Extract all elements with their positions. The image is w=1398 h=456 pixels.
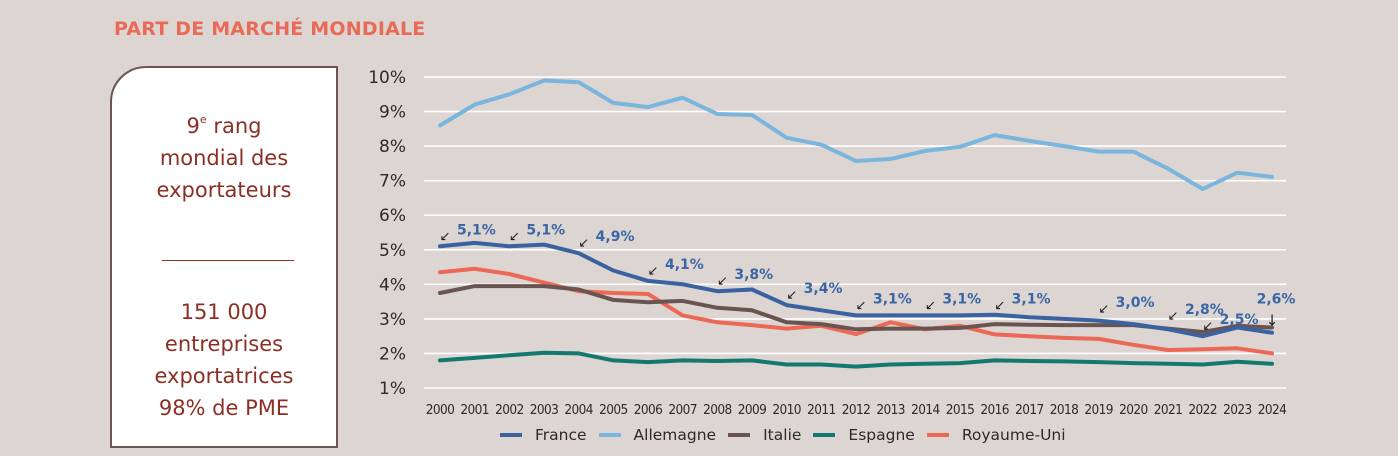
annotation-arrow: ↙ xyxy=(578,236,589,251)
series-line-allemagne xyxy=(438,78,1274,191)
annotation-arrow: ↙ xyxy=(1098,302,1109,317)
annotation-label: 4,9% xyxy=(596,229,635,245)
annotation-arrow: ↙ xyxy=(925,298,936,313)
rank-block: 9e rang mondial des exportateurs xyxy=(112,104,336,206)
annotation-label: 3,8% xyxy=(734,267,773,283)
x-tick-label: 2020 xyxy=(1119,402,1148,418)
annotation-arrow: ↙ xyxy=(786,288,797,303)
annotation-arrow: ↙ xyxy=(1202,319,1213,334)
annotation-label: 3,0% xyxy=(1116,295,1155,311)
legend-swatch xyxy=(728,433,751,437)
legend-label: Italie xyxy=(763,426,802,444)
y-tick-label: 3% xyxy=(379,310,406,330)
annotation-arrow: ↙ xyxy=(1168,309,1179,324)
series-lines xyxy=(438,78,1274,369)
legend-item-espagne: Espagne xyxy=(813,426,915,444)
legend-swatch xyxy=(598,433,621,437)
annotation-arrow: ↙ xyxy=(440,229,451,244)
rank-word: rang xyxy=(206,114,262,138)
legend-swatch xyxy=(500,433,522,437)
y-tick-label: 4% xyxy=(379,275,406,295)
y-tick-label: 7% xyxy=(379,172,406,192)
x-tick-label: 2023 xyxy=(1223,402,1252,418)
annotation-arrow: ↙ xyxy=(717,274,728,289)
y-tick-label: 8% xyxy=(379,137,406,157)
y-tick-label: 9% xyxy=(379,103,406,123)
rank-suffix: e xyxy=(199,113,207,126)
y-axis-ticks: 1% 2% 3% 4% 5% 6% 7% 8% 9% 10% xyxy=(368,68,406,399)
x-tick-label: 2004 xyxy=(564,402,593,418)
x-tick-label: 2017 xyxy=(1015,402,1044,418)
x-tick-label: 2024 xyxy=(1258,402,1287,418)
x-tick-label: 2007 xyxy=(668,402,697,418)
legend-item-allemagne: Allemagne xyxy=(598,426,717,444)
x-tick-label: 2015 xyxy=(946,402,975,418)
annotation-arrow: ↙ xyxy=(509,229,520,244)
x-tick-label: 2019 xyxy=(1084,402,1113,418)
annotation-arrow: ↓ xyxy=(1266,312,1279,330)
x-axis-ticks: 2000 2001 2002 2003 2004 2005 2006 2007 2008 2009… xyxy=(426,402,1288,418)
exporters-count: 151 000 xyxy=(180,300,268,324)
rank-line-3: exportateurs xyxy=(156,178,292,202)
annotation-arrow: ↙ xyxy=(856,298,867,313)
legend-label: Royaume-Uni xyxy=(961,426,1066,444)
rank-number: 9 xyxy=(186,114,200,138)
x-tick-label: 2014 xyxy=(911,402,940,418)
x-tick-label: 2018 xyxy=(1050,402,1079,418)
x-tick-label: 2022 xyxy=(1188,402,1217,418)
legend-item-france: France xyxy=(500,426,587,444)
exporters-line-2: entreprises xyxy=(164,332,284,356)
y-tick-label: 10% xyxy=(368,68,406,88)
x-tick-label: 2009 xyxy=(738,402,767,418)
x-tick-label: 2011 xyxy=(807,402,836,418)
x-tick-label: 2003 xyxy=(530,402,559,418)
exporters-block: 151 000 entreprises exportatrices 98% de… xyxy=(112,296,336,424)
x-tick-label: 2010 xyxy=(772,402,801,418)
legend-swatch xyxy=(813,433,836,437)
legend-label: Espagne xyxy=(848,426,915,444)
x-tick-label: 2001 xyxy=(460,402,489,418)
rank-line-2: mondial des xyxy=(159,146,289,170)
data-annotations: ↙ 5,1% ↙ 5,1% ↙ 4,9% ↙ 4,1% ↙ 3,8% ↙ 3,4% ↙ 3,1% ↙ 3,1%… xyxy=(440,222,1296,334)
legend-swatch xyxy=(926,433,949,437)
y-tick-label: 5% xyxy=(379,241,406,261)
legend: France Allemagne Italie Espagne Royaume-Uni xyxy=(500,426,1078,444)
series-line-espagne xyxy=(438,350,1274,369)
annotation-label: 5,1% xyxy=(526,222,565,238)
x-tick-label: 2000 xyxy=(426,402,455,418)
x-tick-label: 2005 xyxy=(599,402,628,418)
x-tick-label: 2016 xyxy=(980,402,1009,418)
annotation-arrow: ↙ xyxy=(648,264,659,279)
annotation-label: 2,5% xyxy=(1220,312,1259,328)
x-tick-label: 2013 xyxy=(876,402,905,418)
x-tick-label: 2021 xyxy=(1154,402,1183,418)
legend-item-royaume-uni: Royaume-Uni xyxy=(926,426,1066,444)
legend-item-italie: Italie xyxy=(728,426,801,444)
series-line-france xyxy=(438,240,1274,339)
annotation-arrow: ↙ xyxy=(994,298,1005,313)
y-tick-label: 1% xyxy=(379,379,406,399)
annotation-label: 3,1% xyxy=(873,291,912,307)
x-tick-label: 2006 xyxy=(634,402,663,418)
y-tick-label: 6% xyxy=(379,206,406,226)
legend-label: France xyxy=(535,426,587,444)
legend-label: Allemagne xyxy=(633,426,717,444)
x-tick-label: 2008 xyxy=(703,402,732,418)
annotation-label: 3,4% xyxy=(804,281,843,297)
exporters-line-3: exportatrices xyxy=(154,364,294,388)
annotation-label: 3,1% xyxy=(942,291,981,307)
annotation-label: 3,1% xyxy=(1012,291,1051,307)
annotation-label: 2,6% xyxy=(1257,292,1296,308)
y-tick-label: 2% xyxy=(379,344,406,364)
annotation-label: 5,1% xyxy=(457,222,496,238)
annotation-label: 2,8% xyxy=(1185,302,1224,318)
key-figures-card: 9e rang mondial des exportateurs 151 000… xyxy=(110,66,338,448)
x-tick-label: 2002 xyxy=(495,402,524,418)
chart-title: PART DE MARCHÉ MONDIALE xyxy=(114,18,426,40)
card-divider xyxy=(162,260,294,261)
x-tick-label: 2012 xyxy=(842,402,871,418)
sme-share: 98% de PME xyxy=(158,396,290,420)
annotation-label: 4,1% xyxy=(665,257,704,273)
